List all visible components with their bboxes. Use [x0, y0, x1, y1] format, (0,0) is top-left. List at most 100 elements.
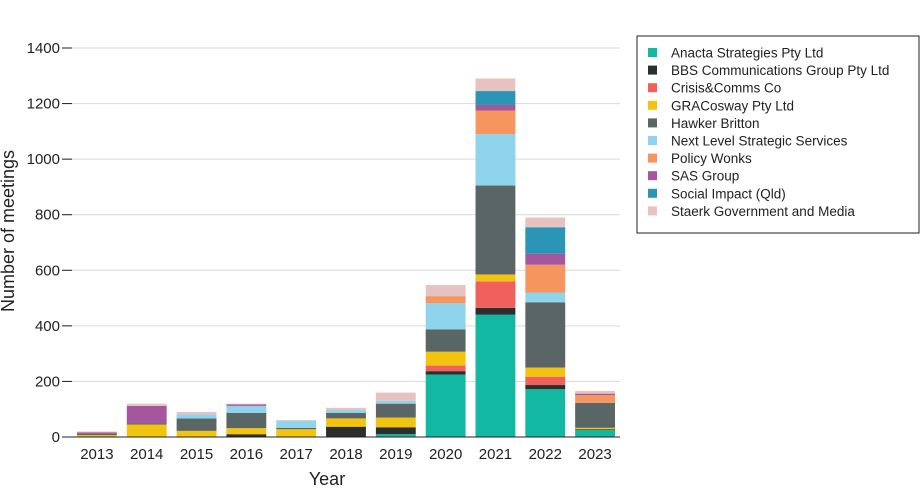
bar-segment: [425, 351, 466, 366]
bar-segment: [375, 403, 416, 418]
bar-segment: [475, 314, 516, 437]
bar-segment: [525, 217, 566, 228]
y-tick-label: 0: [52, 429, 60, 446]
bar-segment: [375, 434, 416, 437]
y-tick-labels: 0 200 400 600 800 1000 1200 1400: [27, 40, 60, 446]
bars: [76, 78, 616, 437]
legend-label: GRACosway Pty Ltd: [671, 98, 794, 113]
y-tick-label: 800: [35, 207, 60, 224]
bar-segment: [375, 427, 416, 435]
bar-segment: [226, 405, 267, 413]
bar-segment: [126, 403, 167, 406]
bar-segment: [475, 274, 516, 282]
legend-swatch: [648, 136, 657, 145]
bar-segment: [326, 412, 366, 419]
legend-swatch: [648, 153, 657, 163]
x-tick-label: 2022: [529, 446, 562, 463]
bar-segment: [525, 389, 566, 437]
legend-swatch: [648, 171, 657, 181]
bar-segment: [425, 374, 466, 437]
legend-label: Hawker Britton: [671, 116, 760, 131]
bar-segment: [276, 427, 317, 430]
bar-segment: [76, 431, 117, 433]
bar-segment: [475, 78, 516, 92]
bar-segment: [525, 385, 566, 390]
bar-segment: [176, 414, 217, 419]
bar-segment: [276, 420, 317, 421]
x-tick-label: 2018: [329, 446, 362, 463]
x-tick-label: 2016: [230, 446, 263, 463]
bar-segment: [276, 429, 317, 437]
bar-segment: [475, 185, 516, 275]
legend-label: Staerk Government and Media: [671, 204, 855, 219]
bar-segment: [176, 430, 217, 437]
y-axis-title: Number of meetings: [0, 150, 18, 312]
legend-swatch: [648, 118, 657, 128]
bar-segment: [525, 264, 566, 293]
bar-segment: [126, 423, 167, 425]
bar-segment: [126, 405, 167, 424]
bar-segment: [76, 435, 117, 437]
legend-box: [636, 35, 920, 234]
bar-segment: [425, 285, 466, 297]
bar-segment: [425, 371, 466, 375]
bar-segment: [226, 404, 267, 406]
bar-segment: [226, 434, 267, 437]
bar-segment: [475, 281, 516, 308]
legend-label: Anacta Strategies Pty Ltd: [671, 46, 823, 61]
y-tick-label: 1200: [27, 96, 60, 113]
bar-segment: [475, 104, 516, 111]
bar-segment: [575, 395, 616, 403]
x-axis-title: Year: [309, 469, 345, 489]
x-tick-labels: 2013 2014 2015 2016 2017 2018 2019 2020 2021 2022…: [80, 446, 612, 463]
y-tick-label: 200: [35, 373, 60, 390]
bar-segment: [525, 253, 566, 265]
bar-segment: [326, 407, 366, 411]
bar-segment: [525, 302, 566, 368]
bar-segment: [326, 426, 366, 437]
legend-swatch: [648, 188, 657, 198]
bar-segment: [226, 403, 267, 405]
bar-segment: [276, 420, 317, 428]
bar-segment: [375, 392, 416, 401]
bar-segment: [475, 307, 516, 315]
legend-label: Next Level Strategic Services: [671, 134, 848, 149]
y-tick-label: 600: [35, 262, 60, 279]
bar-segment: [76, 433, 117, 436]
bar-segment: [575, 429, 616, 431]
bar-segment: [525, 367, 566, 377]
bar-segment: [425, 329, 466, 352]
bar-segment: [525, 376, 566, 386]
bar-segment: [425, 296, 466, 304]
legend: Anacta Strategies Pty Ltd BBS Communicati…: [636, 35, 920, 234]
bar-segment: [326, 418, 366, 427]
legend-label: BBS Communications Group Pty Ltd: [671, 63, 889, 78]
bar-segment: [525, 292, 566, 303]
bar-segment: [326, 410, 366, 413]
legend-swatch: [648, 48, 657, 57]
x-tick-label: 2021: [479, 446, 512, 463]
y-tick-label: 400: [35, 318, 60, 335]
x-tick-label: 2023: [578, 446, 611, 463]
legend-swatch: [648, 65, 657, 75]
bar-segment: [226, 428, 267, 435]
x-tick-label: 2015: [180, 446, 213, 463]
x-tick-label: 2017: [279, 446, 312, 463]
bar-segment: [575, 402, 616, 428]
x-tick-label: 2013: [80, 446, 113, 463]
bar-segment: [425, 303, 466, 330]
gridlines: [62, 47, 620, 438]
legend-label: Policy Wonks: [671, 151, 752, 166]
bar-segment: [375, 417, 416, 428]
bar-segment: [375, 400, 416, 404]
y-tick-label: 1400: [27, 40, 60, 57]
bar-segment: [575, 390, 616, 394]
legend-label: SAS Group: [671, 169, 739, 184]
bar-segment: [575, 430, 616, 437]
bar-segment: [525, 227, 566, 254]
x-tick-label: 2019: [379, 446, 412, 463]
x-tick-label: 2020: [429, 446, 462, 463]
legend-swatch: [648, 206, 657, 216]
bar-segment: [126, 424, 167, 437]
